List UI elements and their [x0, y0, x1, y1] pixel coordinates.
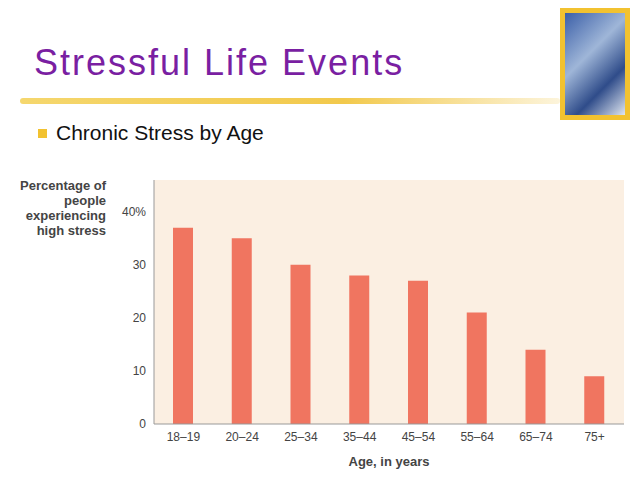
- svg-text:20: 20: [133, 311, 147, 325]
- svg-text:0: 0: [139, 417, 146, 431]
- svg-text:75+: 75+: [584, 430, 604, 444]
- svg-text:55–64: 55–64: [460, 430, 494, 444]
- svg-text:45–54: 45–54: [402, 430, 436, 444]
- svg-text:35–44: 35–44: [343, 430, 377, 444]
- svg-text:65–74: 65–74: [519, 430, 553, 444]
- html-text:Stressful Life Events: Stressful Life Events: [34, 42, 405, 83]
- svg-text:18–19: 18–19: [167, 430, 201, 444]
- svg-text:Age, in years: Age, in years: [349, 454, 430, 469]
- svg-text:10: 10: [133, 364, 147, 378]
- svg-text:30: 30: [133, 258, 147, 272]
- html-text:Percentage of people experienc: Percentage of people experiencing high s…: [20, 178, 106, 238]
- svg-text:40%: 40%: [122, 205, 146, 219]
- svg-text:20–24: 20–24: [225, 430, 259, 444]
- html-text:Chronic Stress by Age: Chronic Stress by Age: [56, 121, 264, 144]
- svg-text:25–34: 25–34: [284, 430, 318, 444]
